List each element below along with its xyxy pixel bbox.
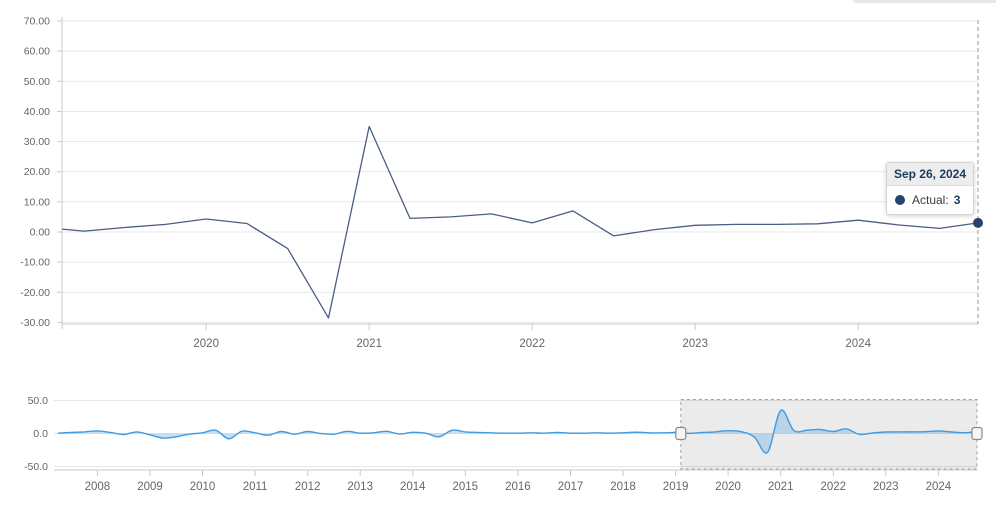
main-chart-plot[interactable]: 70.00 60.00 50.00 40.00 30.00 20.00 10.00 0.00 -… bbox=[0, 0, 996, 390]
navigator-x-tick-label: 2009 bbox=[137, 481, 163, 493]
main-y-tick-label: 40.00 bbox=[24, 106, 50, 118]
navigator-left-handle[interactable] bbox=[675, 426, 687, 441]
navigator-right-handle[interactable] bbox=[971, 426, 983, 441]
main-y-tick-label: -10.00 bbox=[20, 257, 50, 269]
navigator-x-tick-label: 2016 bbox=[505, 481, 531, 493]
navigator-x-tick-label: 2024 bbox=[926, 481, 952, 493]
main-y-tick-label: 30.00 bbox=[24, 136, 50, 148]
main-y-tick-label: 0.00 bbox=[30, 227, 51, 239]
navigator-x-tick-label: 2023 bbox=[873, 481, 899, 493]
navigator-x-tick-label: 2020 bbox=[715, 481, 741, 493]
navigator-x-tick-label: 2015 bbox=[453, 481, 479, 493]
navigator-x-tick-label: 2014 bbox=[400, 481, 426, 493]
navigator-x-tick-label: 2021 bbox=[768, 481, 794, 493]
main-y-tick-label: 10.00 bbox=[24, 196, 50, 208]
main-y-tick-label: 70.00 bbox=[24, 16, 50, 28]
cropped-control-edge bbox=[853, 0, 996, 3]
main-x-tick-label: 2022 bbox=[519, 338, 545, 350]
main-y-tick-label: 20.00 bbox=[24, 166, 50, 178]
series-marker-icon bbox=[895, 195, 905, 205]
tooltip-series-label: Actual: bbox=[912, 193, 949, 207]
main-y-tick-label: -20.00 bbox=[20, 287, 50, 299]
last-point-marker[interactable] bbox=[973, 217, 983, 228]
navigator-y-tick-label: 50.0 bbox=[28, 395, 49, 407]
navigator-selected-range[interactable] bbox=[680, 399, 977, 470]
navigator-x-tick-label: 2018 bbox=[610, 481, 636, 493]
navigator-x-tick-label: 2010 bbox=[190, 481, 216, 493]
navigator-y-tick-label: 0.0 bbox=[33, 428, 48, 440]
navigator-x-tick-label: 2008 bbox=[85, 481, 111, 493]
main-y-tick-label: -30.00 bbox=[20, 317, 50, 329]
navigator-x-tick-label: 2011 bbox=[243, 481, 268, 493]
navigator-x-tick-label: 2012 bbox=[295, 481, 321, 493]
navigator-x-tick-label: 2013 bbox=[347, 481, 373, 493]
navigator-x-tick-label: 2019 bbox=[663, 481, 689, 493]
tooltip: Sep 26, 2024 Actual: 3 bbox=[886, 162, 974, 215]
navigator-y-tick-label: -50.0 bbox=[24, 461, 48, 473]
navigator[interactable]: 50.0 0.0 -50.0 2008 2009 2010 2011 2012 2013 2014… bbox=[0, 390, 996, 510]
navigator-line bbox=[57, 409, 978, 454]
main-y-tick-label: 60.00 bbox=[24, 46, 50, 58]
main-x-tick-label: 2021 bbox=[356, 338, 382, 350]
actual-series-line bbox=[62, 125, 978, 319]
tooltip-body: Actual: 3 bbox=[887, 186, 973, 214]
main-y-tick-label: 50.00 bbox=[24, 76, 50, 88]
tooltip-date: Sep 26, 2024 bbox=[887, 163, 973, 186]
navigator-x-tick-label: 2022 bbox=[821, 481, 847, 493]
main-x-tick-label: 2020 bbox=[193, 338, 219, 350]
navigator-x-tick-label: 2017 bbox=[558, 481, 584, 493]
main-x-tick-label: 2024 bbox=[845, 338, 871, 350]
main-x-tick-label: 2023 bbox=[682, 338, 708, 350]
tooltip-series-value: 3 bbox=[953, 193, 961, 207]
